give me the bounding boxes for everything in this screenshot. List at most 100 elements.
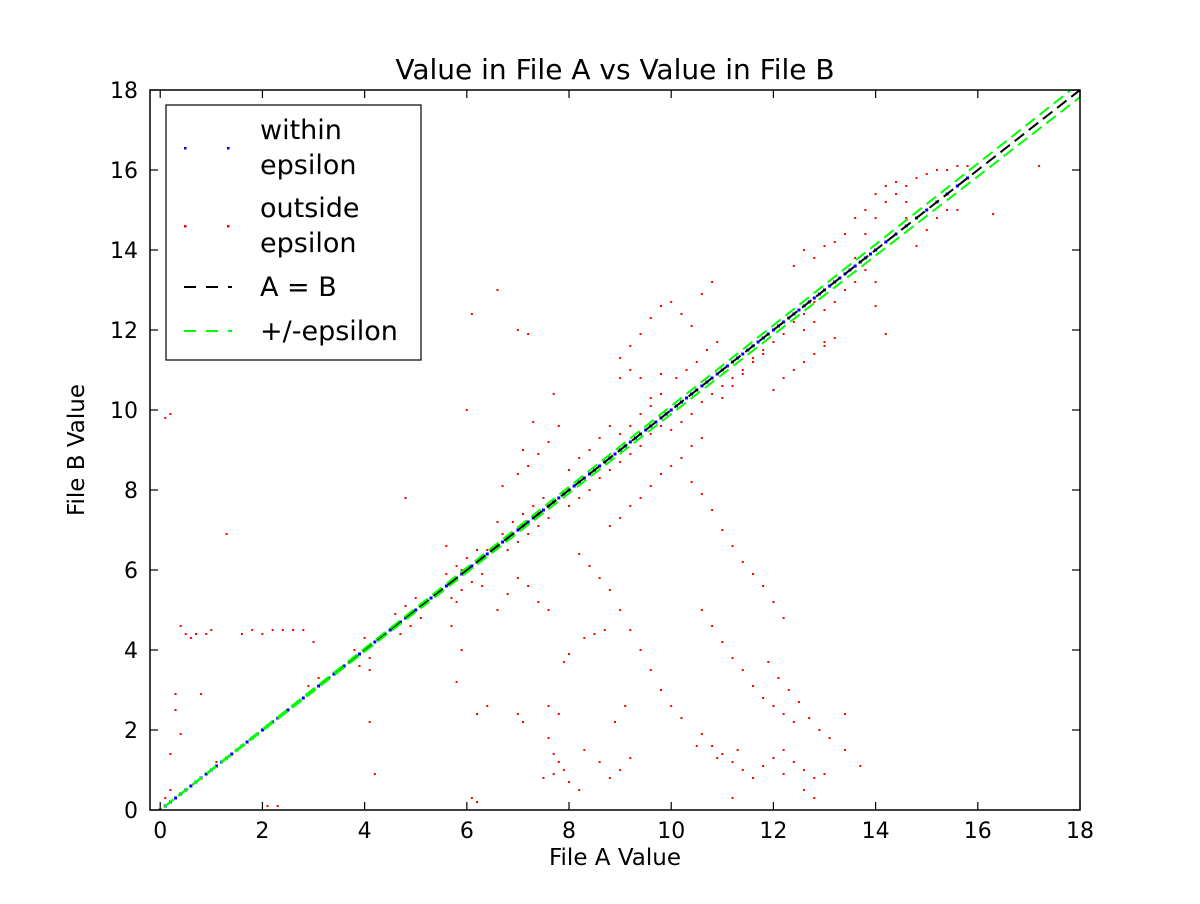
outside-epsilon-point xyxy=(537,453,540,455)
outside-epsilon-point xyxy=(476,801,479,803)
outside-epsilon-point xyxy=(373,773,376,775)
outside-epsilon-point xyxy=(935,169,938,171)
within-epsilon-point xyxy=(358,652,362,656)
outside-epsilon-point xyxy=(624,705,627,707)
outside-epsilon-point xyxy=(470,797,473,799)
x-tick-label: 4 xyxy=(358,819,372,844)
outside-epsilon-point xyxy=(465,557,468,559)
within-epsilon-point xyxy=(700,384,704,388)
outside-epsilon-point xyxy=(700,493,703,495)
outside-epsilon-point xyxy=(751,573,754,575)
outside-epsilon-point xyxy=(680,313,683,315)
outside-epsilon-point xyxy=(777,677,780,679)
within-epsilon-point xyxy=(444,584,448,588)
legend-entry: +/-epsilon xyxy=(184,316,398,347)
outside-epsilon-point xyxy=(358,665,361,667)
legend-entry: within epsilon xyxy=(184,115,356,181)
outside-epsilon-point xyxy=(823,341,826,343)
outside-epsilon-point xyxy=(828,737,831,739)
outside-epsilon-point xyxy=(833,337,836,339)
y-tick-label: 4 xyxy=(124,639,138,664)
outside-epsilon-point xyxy=(476,713,479,715)
outside-epsilon-point xyxy=(619,609,622,611)
outside-epsilon-point xyxy=(731,657,734,659)
outside-epsilon-point xyxy=(695,745,698,747)
outside-epsilon-point xyxy=(506,593,509,595)
outside-epsilon-point xyxy=(409,625,412,627)
outside-epsilon-point xyxy=(731,797,734,799)
outside-epsilon-point xyxy=(823,345,826,347)
outside-epsilon-point xyxy=(394,613,397,615)
outside-epsilon-point xyxy=(501,485,504,487)
outside-epsilon-point xyxy=(690,445,693,447)
outside-epsilon-point xyxy=(547,705,550,707)
outside-epsilon-point xyxy=(629,345,632,347)
outside-epsilon-point xyxy=(782,333,785,335)
outside-epsilon-point xyxy=(557,713,560,715)
outside-epsilon-point xyxy=(368,657,371,659)
outside-epsilon-point xyxy=(516,541,519,543)
outside-epsilon-point xyxy=(552,773,555,775)
outside-epsilon-point xyxy=(716,341,719,343)
outside-epsilon-point xyxy=(363,637,366,639)
outside-epsilon-point xyxy=(762,349,765,351)
outside-epsilon-point xyxy=(711,509,714,511)
y-tick-label: 14 xyxy=(110,239,138,264)
within-epsilon-point xyxy=(966,176,970,180)
outside-epsilon-point xyxy=(404,497,407,499)
outside-epsilon-point xyxy=(772,389,775,391)
outside-epsilon-point xyxy=(751,777,754,779)
outside-epsilon-point xyxy=(460,569,463,571)
outside-epsilon-point xyxy=(608,425,611,427)
plot-area: 0 2 4 6 8 10 12 14 16 18 0 2 4 6 8 10 12 14 16 18 within epsi… xyxy=(110,79,1094,844)
outside-epsilon-point xyxy=(833,301,836,303)
outside-epsilon-point xyxy=(174,693,177,695)
outside-epsilon-point xyxy=(792,721,795,723)
outside-epsilon-point xyxy=(527,533,530,535)
outside-epsilon-point xyxy=(992,213,995,215)
outside-epsilon-point xyxy=(690,481,693,483)
-epsilon-lower-line xyxy=(158,96,1080,810)
x-tick-label: 16 xyxy=(964,819,992,844)
outside-epsilon-point xyxy=(649,397,652,399)
outside-epsilon-point xyxy=(741,561,744,563)
outside-epsilon-point xyxy=(864,233,867,235)
legend-label: within xyxy=(260,115,342,146)
outside-epsilon-point xyxy=(593,633,596,635)
outside-epsilon-point xyxy=(542,777,545,779)
outside-epsilon-point xyxy=(317,677,320,679)
outside-epsilon-point xyxy=(608,469,611,471)
within-epsilon-point xyxy=(301,696,305,700)
x-tick-label: 0 xyxy=(153,819,167,844)
outside-epsilon-point xyxy=(659,473,662,475)
outside-epsilon-point xyxy=(169,753,172,755)
outside-epsilon-point xyxy=(455,601,458,603)
outside-epsilon-point xyxy=(568,781,571,783)
outside-epsilon-point xyxy=(516,713,519,715)
outside-epsilon-point xyxy=(675,377,678,379)
outside-epsilon-point xyxy=(711,281,714,283)
outside-epsilon-point xyxy=(619,357,622,359)
within-epsilon-point xyxy=(557,496,561,500)
outside-epsilon-point xyxy=(516,329,519,331)
outside-epsilon-point xyxy=(164,797,167,799)
x-tick-label: 14 xyxy=(862,819,890,844)
outside-epsilon-point xyxy=(486,549,489,551)
outside-epsilon-point xyxy=(552,393,555,395)
outside-epsilon-point xyxy=(481,573,484,575)
outside-epsilon-point xyxy=(511,521,514,523)
outside-epsilon-point xyxy=(562,769,565,771)
outside-epsilon-point xyxy=(803,769,806,771)
outside-epsilon-point xyxy=(1038,165,1041,167)
within-epsilon-point xyxy=(485,552,489,556)
legend-entry: A = B xyxy=(184,272,337,303)
outside-epsilon-point xyxy=(721,397,724,399)
outside-epsilon-point xyxy=(854,281,857,283)
x-tick-label: 2 xyxy=(255,819,269,844)
outside-epsilon-point xyxy=(639,445,642,447)
outside-epsilon-point xyxy=(179,625,182,627)
outside-epsilon-point xyxy=(843,289,846,291)
outside-epsilon-point xyxy=(864,269,867,271)
outside-epsilon-point xyxy=(843,713,846,715)
